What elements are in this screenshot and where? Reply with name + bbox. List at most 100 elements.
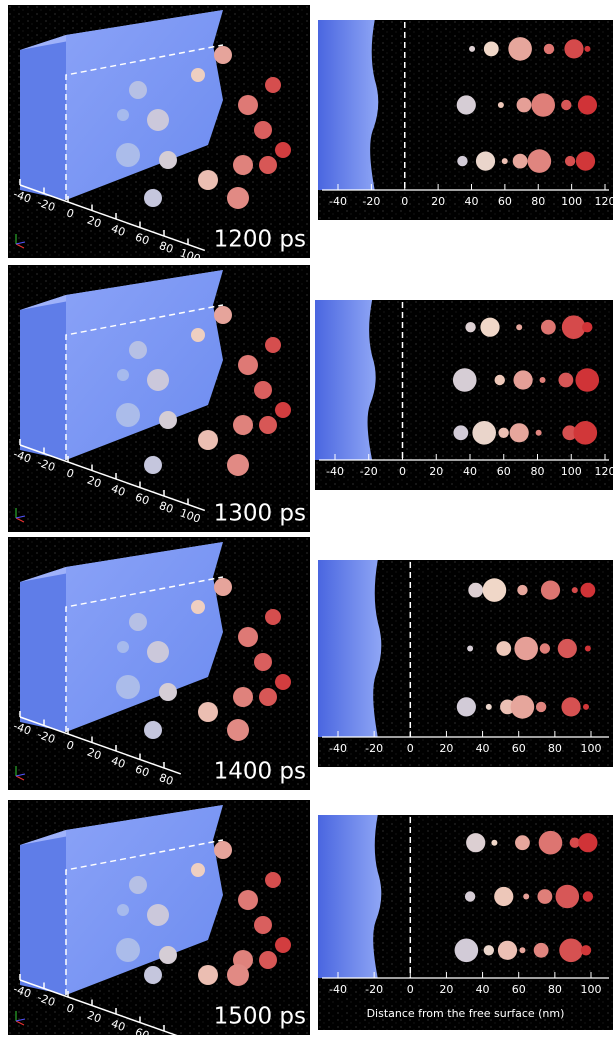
axis-tick-label: 100 bbox=[561, 465, 582, 478]
droplet bbox=[238, 890, 258, 910]
slab bbox=[315, 300, 376, 460]
droplet bbox=[556, 885, 580, 909]
droplet bbox=[147, 369, 169, 391]
axis-tick-label: 20 bbox=[439, 983, 453, 996]
droplet bbox=[576, 152, 595, 171]
droplet bbox=[558, 373, 573, 388]
droplet bbox=[198, 702, 218, 722]
axis-tick-label: 60 bbox=[498, 195, 512, 208]
droplet bbox=[476, 152, 495, 171]
figure: -40-200204060801001200 ps-40-20020406080… bbox=[0, 0, 613, 1039]
axis-tick-label: 0 bbox=[401, 195, 408, 208]
droplet bbox=[254, 653, 272, 671]
droplet bbox=[498, 428, 508, 438]
droplet bbox=[198, 170, 218, 190]
axis-tick-label: 80 bbox=[531, 465, 545, 478]
droplet bbox=[515, 835, 530, 850]
droplet bbox=[191, 328, 205, 342]
droplet bbox=[585, 646, 591, 652]
droplet bbox=[511, 695, 535, 719]
droplet bbox=[265, 77, 281, 93]
axis-tick-label: 20 bbox=[429, 465, 443, 478]
droplet bbox=[214, 306, 232, 324]
droplet bbox=[265, 872, 281, 888]
axis-tick-label: 0 bbox=[407, 742, 414, 755]
slab bbox=[318, 560, 381, 737]
time-label: 1200 ps bbox=[214, 227, 306, 253]
droplet bbox=[238, 95, 258, 115]
axis-tick-label: -40 bbox=[329, 983, 347, 996]
droplet bbox=[214, 46, 232, 64]
axis-tick-label: 20 bbox=[431, 195, 445, 208]
droplet bbox=[233, 155, 253, 175]
time-label: 1300 ps bbox=[214, 501, 306, 527]
droplet bbox=[496, 641, 511, 656]
axis-tick-label: 120 bbox=[595, 465, 613, 478]
droplet bbox=[116, 403, 140, 427]
axis-tick-label: 60 bbox=[512, 983, 526, 996]
slab-side bbox=[20, 830, 66, 995]
axis-tick-label: 40 bbox=[476, 983, 490, 996]
droplet bbox=[116, 675, 140, 699]
droplet bbox=[254, 121, 272, 139]
droplet bbox=[275, 402, 291, 418]
droplet bbox=[574, 421, 598, 445]
droplet bbox=[467, 646, 473, 652]
droplet bbox=[561, 697, 580, 716]
axis-tick-label: -20 bbox=[362, 195, 380, 208]
droplet bbox=[495, 375, 505, 385]
droplet bbox=[517, 98, 532, 113]
droplet bbox=[541, 320, 556, 335]
droplet bbox=[541, 580, 560, 599]
droplet bbox=[233, 415, 253, 435]
droplet bbox=[498, 102, 504, 108]
droplet bbox=[191, 863, 205, 877]
axis-tick-label: 100 bbox=[581, 742, 602, 755]
axis-tick-label: -40 bbox=[329, 195, 347, 208]
droplet bbox=[259, 951, 277, 969]
axis-tick-label: 60 bbox=[512, 742, 526, 755]
droplet bbox=[510, 423, 529, 442]
axis-tick-label: 60 bbox=[497, 465, 511, 478]
droplet bbox=[227, 187, 249, 209]
droplet bbox=[453, 368, 477, 392]
axis-tick-label: 120 bbox=[595, 195, 613, 208]
droplet bbox=[494, 887, 513, 906]
droplet bbox=[583, 704, 589, 710]
droplet bbox=[198, 430, 218, 450]
axis-tick-label: -40 bbox=[326, 465, 344, 478]
droplet bbox=[144, 966, 162, 984]
axis-tick-label: 80 bbox=[548, 983, 562, 996]
droplet bbox=[198, 965, 218, 985]
droplet bbox=[117, 641, 129, 653]
droplet bbox=[508, 37, 532, 61]
droplet bbox=[191, 600, 205, 614]
droplet bbox=[584, 46, 590, 52]
axis-tick-label: -40 bbox=[329, 742, 347, 755]
time-label: 1500 ps bbox=[214, 1004, 306, 1030]
droplet bbox=[259, 156, 277, 174]
axis-tick-label: 100 bbox=[561, 195, 582, 208]
droplet bbox=[580, 583, 595, 598]
droplet bbox=[523, 894, 529, 900]
droplet bbox=[214, 841, 232, 859]
axis-tick-label: 40 bbox=[465, 195, 479, 208]
droplet bbox=[275, 674, 291, 690]
droplet bbox=[457, 95, 476, 114]
droplet bbox=[480, 318, 499, 337]
droplet bbox=[578, 95, 597, 114]
droplet bbox=[513, 370, 532, 389]
droplet bbox=[544, 44, 554, 54]
slab bbox=[318, 815, 381, 978]
droplet bbox=[457, 697, 476, 716]
droplet bbox=[582, 322, 592, 332]
droplet bbox=[483, 578, 507, 602]
droplet bbox=[578, 833, 597, 852]
droplet bbox=[129, 876, 147, 894]
droplet bbox=[472, 421, 496, 445]
droplet bbox=[534, 943, 549, 958]
droplet bbox=[117, 904, 129, 916]
